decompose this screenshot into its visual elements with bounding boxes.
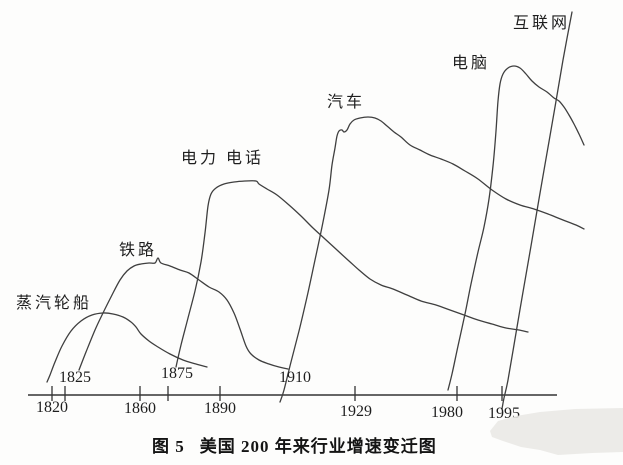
curve-steamboat: [46, 312, 208, 383]
figure-number: 图 5: [152, 437, 185, 456]
curve-internet: [501, 11, 573, 410]
curve-computer: [447, 65, 585, 391]
figure-title: 美国 200 年来行业增速变迁图: [199, 437, 437, 456]
curve-electricity-telephone: [175, 180, 529, 368]
figure-caption: 图 5 美国 200 年来行业增速变迁图: [152, 432, 437, 457]
curve-automobile: [279, 116, 585, 403]
curve-railway: [78, 257, 289, 371]
